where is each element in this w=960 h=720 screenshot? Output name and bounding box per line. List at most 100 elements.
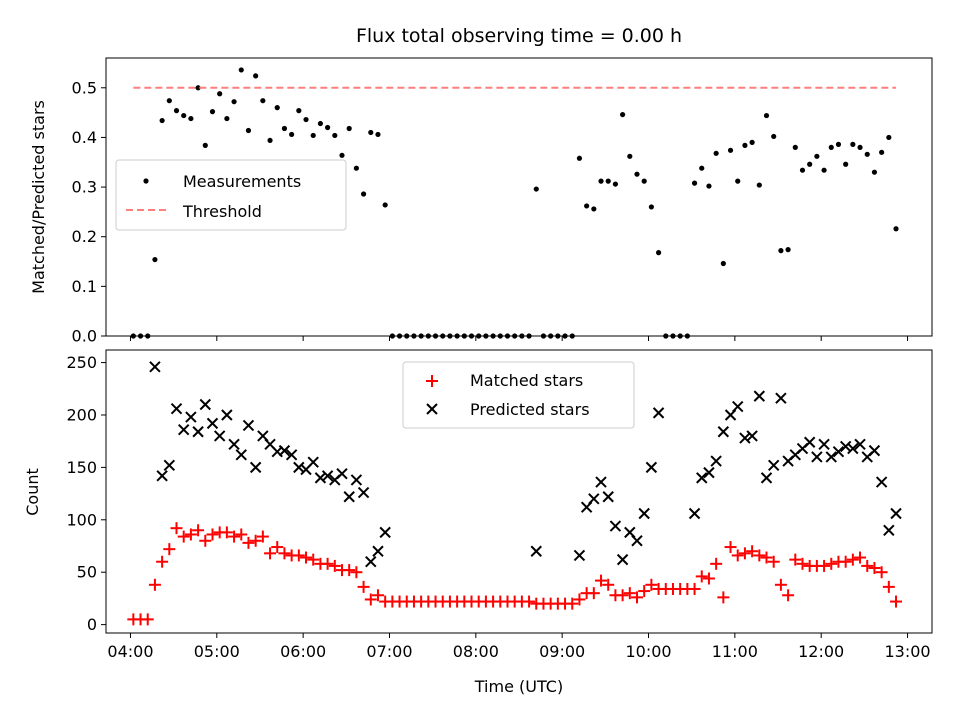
measurements-point: [159, 117, 165, 124]
matched-stars-point: [300, 551, 313, 564]
matched-stars-point: [206, 528, 219, 541]
predicted-stars-point: [696, 472, 708, 484]
measurements-point: [828, 144, 834, 150]
predicted-stars-point: [638, 507, 650, 520]
matched-stars-point: [192, 524, 205, 537]
measurements-point: [735, 178, 741, 184]
measurements-point: [310, 132, 316, 139]
measurements-point: [253, 73, 259, 79]
measurements-point: [879, 149, 885, 155]
measurements-point: [864, 151, 870, 157]
matched-stars-point: [868, 562, 881, 575]
measurements-point: [339, 152, 345, 158]
predicted-stars-point: [314, 472, 327, 484]
predicted-stars-point: [703, 466, 715, 479]
matched-stars-point: [616, 589, 629, 602]
measurements-point: [771, 133, 777, 140]
y-tick-label: 0.4: [72, 128, 97, 147]
predicted-stars-point: [365, 556, 377, 568]
bottom-legend-box: [402, 361, 635, 429]
measurements-point: [871, 169, 878, 175]
measurements-point: [620, 111, 626, 118]
matched-stars-point: [602, 578, 615, 591]
top-panel: 0.0 0.1 0.2 0.3 0.4 0.5 Matched/Predicted sta…: [29, 57, 933, 346]
predicted-stars-point: [768, 459, 780, 472]
bottom-y-ticks: 0 50 100 150 200 250: [66, 353, 106, 634]
legend-measurements-marker: [143, 178, 149, 184]
y-tick-label: 0: [87, 615, 97, 634]
measurements-point: [641, 178, 647, 184]
measurements-point: [749, 139, 755, 145]
matched-stars-point: [307, 553, 320, 566]
predicted-stars-point: [616, 553, 629, 566]
predicted-stars-point: [206, 417, 219, 430]
matched-stars-point: [357, 580, 370, 593]
predicted-stars-point: [739, 432, 751, 444]
matched-stars-point: [184, 528, 197, 541]
predicted-stars-point: [228, 438, 240, 451]
y-tick-label: 0.3: [72, 178, 97, 197]
predicted-stars-point: [307, 456, 319, 468]
predicted-stars-point: [631, 535, 643, 547]
matched-stars-point: [220, 526, 233, 539]
top-legend-box: [115, 159, 347, 231]
predicted-stars-point: [336, 467, 348, 480]
matched-stars-point: [796, 557, 809, 570]
measurements-point: [360, 191, 367, 197]
matched-stars-point: [854, 551, 867, 564]
matched-stars-point: [724, 541, 737, 554]
measurements-point: [382, 202, 388, 208]
measurements-point: [627, 153, 633, 159]
matched-stars-point: [753, 549, 766, 562]
matched-stars-point: [523, 595, 536, 608]
legend-matched-marker: [426, 375, 438, 387]
bottom-x-ticks: 04:00 05:00 06:00 07:00 08:00 09:00 10:00 11:00…: [107, 633, 931, 661]
predicted-stars-point: [868, 444, 881, 457]
measurements-point: [598, 178, 604, 184]
measurements-point: [756, 182, 762, 188]
measurements-point: [152, 256, 158, 263]
measurements-point: [274, 105, 280, 111]
chart-title: Flux total observing time = 0.00 h: [356, 25, 682, 47]
predicted-stars-point: [357, 486, 370, 499]
predicted-stars-point: [688, 507, 701, 520]
x-tick-label: 10:00: [625, 642, 671, 661]
predicted-stars-point: [149, 361, 161, 373]
measurements-point: [260, 98, 266, 104]
predicted-stars-point: [602, 491, 614, 503]
measurements-point: [763, 112, 770, 119]
measurements-point: [792, 144, 798, 150]
matched-stars-point: [818, 559, 831, 572]
matched-stars-point: [760, 551, 773, 564]
matched-stars-point: [890, 595, 903, 608]
predicted-stars-point: [746, 430, 758, 442]
predicted-stars-point: [343, 491, 355, 503]
y-tick-label: 0.1: [72, 277, 97, 296]
predicted-stars-point: [890, 507, 902, 520]
measurements-point: [785, 247, 791, 253]
matched-stars-point: [350, 566, 363, 579]
matched-stars-point: [148, 578, 161, 591]
predicted-stars-point: [321, 470, 334, 482]
matched-stars-point: [256, 530, 269, 543]
measurements-point: [807, 161, 813, 167]
measurements-point: [346, 125, 352, 132]
predicted-stars-point: [278, 444, 291, 457]
matched-stars-point: [364, 593, 377, 606]
y-tick-label: 50: [77, 563, 97, 582]
y-tick-label: 0.5: [72, 78, 97, 97]
matched-stars-point: [839, 555, 852, 568]
measurements-point: [799, 167, 806, 173]
predicted-stars-point: [185, 411, 197, 423]
predicted-stars-point: [753, 390, 766, 402]
bottom-panel: 0 50 100 150 200 250 04:00 05:00 06:00 07:00 08:0…: [23, 349, 933, 696]
predicted-stars-point: [832, 445, 845, 458]
legend-matched-label: Matched stars: [470, 371, 583, 390]
predicted-stars-point: [588, 493, 600, 505]
matched-stars-point: [228, 530, 241, 543]
measurements-point: [584, 203, 590, 209]
predicted-stars-point: [163, 459, 176, 472]
measurements-point: [166, 98, 172, 104]
legend-threshold-label: Threshold: [182, 202, 262, 221]
matched-stars-point: [846, 553, 859, 566]
